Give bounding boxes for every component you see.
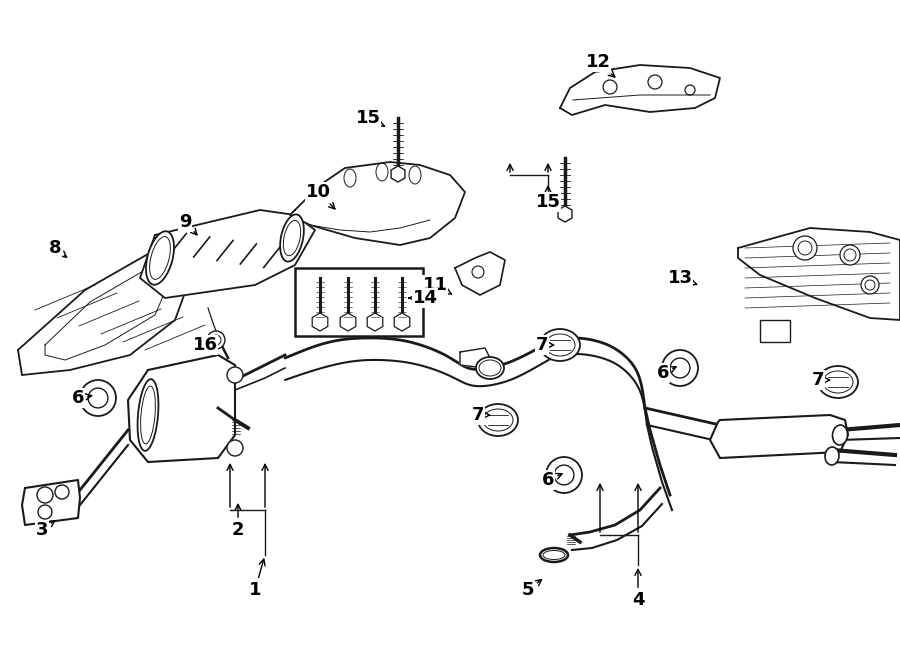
- Text: 1: 1: [248, 559, 266, 599]
- Circle shape: [546, 457, 582, 493]
- Ellipse shape: [825, 447, 839, 465]
- Text: 5: 5: [522, 580, 542, 599]
- Ellipse shape: [280, 214, 304, 262]
- Text: 6: 6: [72, 389, 92, 407]
- Ellipse shape: [818, 366, 858, 398]
- Circle shape: [227, 440, 243, 456]
- Text: 6: 6: [657, 364, 676, 382]
- Text: 7: 7: [472, 406, 490, 424]
- Text: 3: 3: [36, 521, 55, 539]
- Text: 13: 13: [668, 269, 697, 287]
- Text: 12: 12: [586, 53, 615, 77]
- Text: 15: 15: [356, 109, 384, 127]
- Circle shape: [37, 487, 53, 503]
- Text: 14: 14: [409, 289, 437, 307]
- Bar: [760, 320, 790, 342]
- Circle shape: [80, 380, 116, 416]
- Circle shape: [88, 388, 108, 408]
- Polygon shape: [128, 355, 235, 462]
- Circle shape: [670, 358, 690, 378]
- Circle shape: [793, 236, 817, 260]
- Circle shape: [207, 331, 225, 349]
- Polygon shape: [140, 210, 315, 298]
- Circle shape: [840, 245, 860, 265]
- Ellipse shape: [540, 548, 568, 562]
- Polygon shape: [560, 65, 720, 115]
- Text: 6: 6: [542, 471, 562, 489]
- Polygon shape: [18, 250, 195, 375]
- Text: 7: 7: [536, 336, 554, 354]
- Ellipse shape: [832, 425, 848, 445]
- Ellipse shape: [478, 404, 518, 436]
- Ellipse shape: [138, 379, 158, 451]
- Circle shape: [554, 465, 574, 485]
- Text: 15: 15: [536, 186, 561, 211]
- Text: 8: 8: [49, 239, 67, 257]
- Circle shape: [227, 367, 243, 383]
- Ellipse shape: [540, 329, 580, 361]
- Text: 11: 11: [422, 276, 452, 294]
- Bar: [295, 268, 423, 336]
- Polygon shape: [710, 415, 848, 458]
- Polygon shape: [460, 348, 490, 368]
- Circle shape: [662, 350, 698, 386]
- Text: 4: 4: [632, 569, 644, 609]
- Polygon shape: [455, 252, 505, 295]
- Polygon shape: [290, 162, 465, 245]
- Circle shape: [38, 505, 52, 519]
- Text: 2: 2: [232, 504, 244, 539]
- Circle shape: [55, 485, 69, 499]
- Text: 10: 10: [305, 183, 335, 209]
- Ellipse shape: [476, 357, 504, 379]
- Circle shape: [861, 276, 879, 294]
- Polygon shape: [22, 480, 80, 525]
- Text: 16: 16: [193, 336, 218, 354]
- Text: 7: 7: [812, 371, 830, 389]
- Ellipse shape: [146, 231, 174, 285]
- Text: 9: 9: [179, 213, 197, 235]
- Polygon shape: [738, 228, 900, 320]
